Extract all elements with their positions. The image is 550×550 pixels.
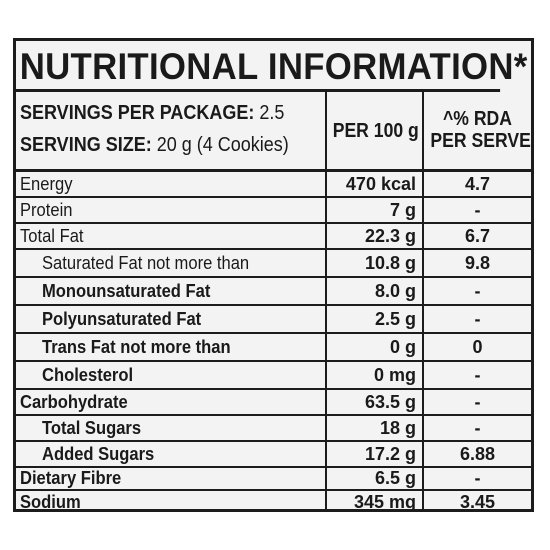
nutrient-label: Energy: [16, 172, 327, 196]
nutrient-rda-value: 6.7: [464, 225, 491, 246]
rda-heading-line2: PER SERVE: [430, 130, 531, 152]
nutrient-name: Polyunsaturated Fat: [42, 308, 202, 329]
nutrient-per100-value: 8.0 g: [327, 278, 424, 304]
servings-value: 2.5: [259, 102, 285, 124]
nutrient-name: Total Fat: [20, 225, 84, 246]
nutrient-rda-value: 0: [472, 336, 483, 357]
nutrient-rda-value: -: [474, 199, 481, 220]
nutrient-rda-value: 9.8: [464, 252, 491, 273]
nutrient-per100-value: 470 kcal: [327, 172, 424, 196]
serving-size: SERVING SIZE: 20 g (4 Cookies): [20, 133, 295, 157]
nutrient-rda-value: -: [474, 391, 481, 412]
col-header-per100: PER 100 g: [327, 92, 424, 169]
nutrient-per100-value: 63.5 g: [327, 390, 424, 414]
col-header-rda: ^% RDA PER SERVE: [424, 92, 531, 169]
nutrient-row: Trans Fat not more than 0 g 0: [16, 334, 531, 362]
nutrient-per100-value: 0 g: [327, 334, 424, 360]
serving-size-label: SERVING SIZE:: [20, 134, 152, 156]
nutrient-per100-value: 10.8 g: [327, 250, 424, 276]
rda-heading-line1: ^% RDA: [443, 108, 512, 130]
nutrient-label: Cholesterol: [16, 362, 327, 388]
nutrient-table: Energy 470 kcal 4.7 Protein 7 g - Total Fat 22.…: [16, 172, 531, 512]
servings-per-package: SERVINGS PER PACKAGE: 2.5: [20, 101, 295, 125]
nutrient-label: Carbohydrate: [16, 390, 327, 414]
nutrient-per100-value: 345 mg: [327, 491, 424, 509]
label-header: SERVINGS PER PACKAGE: 2.5 SERVING SIZE: …: [16, 92, 531, 172]
nutrient-label: Protein: [16, 198, 327, 222]
nutrient-name: Saturated Fat not more than: [42, 252, 250, 273]
nutrient-row: Monounsaturated Fat 8.0 g -: [16, 278, 531, 306]
nutrient-name: Monounsaturated Fat: [42, 280, 211, 301]
nutrient-per100-value: 22.3 g: [327, 224, 424, 248]
nutrient-row: Sodium 345 mg 3.45: [16, 491, 531, 512]
nutrient-per100-value: 18 g: [327, 416, 424, 440]
nutrient-rda-value: -: [474, 280, 481, 301]
nutrient-name: Carbohydrate: [20, 391, 128, 412]
nutrient-row: Added Sugars 17.2 g 6.88: [16, 442, 531, 468]
nutrient-per100-value: 7 g: [327, 198, 424, 222]
nutrient-name: Total Sugars: [42, 417, 142, 438]
nutrient-row: Dietary Fibre 6.5 g -: [16, 468, 531, 491]
nutrient-per100-value: 6.5 g: [327, 468, 424, 489]
nutrient-name: Added Sugars: [42, 443, 155, 464]
nutrient-name: Dietary Fibre: [20, 468, 122, 488]
nutrient-name: Energy: [20, 173, 73, 194]
nutrient-rda-value: -: [474, 417, 481, 438]
nutrient-name: Protein: [20, 199, 73, 220]
nutrient-label: Added Sugars: [16, 442, 327, 466]
nutrient-label: Polyunsaturated Fat: [16, 306, 327, 332]
label-title: NUTRITIONAL INFORMATION*: [16, 41, 527, 92]
nutrient-rda-value: 4.7: [464, 173, 491, 194]
serving-info: SERVINGS PER PACKAGE: 2.5 SERVING SIZE: …: [16, 92, 327, 169]
nutrient-label: Monounsaturated Fat: [16, 278, 327, 304]
serving-size-value: 20 g (4 Cookies): [156, 134, 289, 156]
nutrient-label: Sodium: [16, 491, 327, 512]
nutrient-row: Polyunsaturated Fat 2.5 g -: [16, 306, 531, 334]
nutrient-row: Protein 7 g -: [16, 198, 531, 224]
nutrient-name: Trans Fat not more than: [42, 336, 231, 357]
nutrient-label: Total Fat: [16, 224, 327, 248]
nutrient-label: Dietary Fibre: [16, 468, 327, 489]
nutrient-per100-value: 17.2 g: [327, 442, 424, 466]
nutrient-name: Sodium: [20, 491, 81, 512]
nutrient-row: Total Sugars 18 g -: [16, 416, 531, 442]
nutrient-name: Cholesterol: [42, 364, 134, 385]
nutrient-per100-value: 0 mg: [327, 362, 424, 388]
nutrient-row: Energy 470 kcal 4.7: [16, 172, 531, 198]
nutrient-row: Carbohydrate 63.5 g -: [16, 390, 531, 416]
nutrient-label: Saturated Fat not more than: [16, 250, 327, 276]
nutrient-rda-value: 6.88: [459, 443, 496, 464]
nutrition-label: NUTRITIONAL INFORMATION* SERVINGS PER PA…: [13, 38, 534, 512]
nutrient-label: Trans Fat not more than: [16, 334, 327, 360]
servings-label: SERVINGS PER PACKAGE:: [20, 102, 255, 124]
nutrient-label: Total Sugars: [16, 416, 327, 440]
nutrient-rda-value: 3.45: [459, 491, 496, 512]
nutrient-rda-value: -: [474, 468, 481, 488]
nutrient-row: Total Fat 22.3 g 6.7: [16, 224, 531, 250]
nutrient-rda-value: -: [474, 364, 481, 385]
nutrient-rda-value: -: [474, 308, 481, 329]
nutrient-row: Cholesterol 0 mg -: [16, 362, 531, 390]
nutrient-per100-value: 2.5 g: [327, 306, 424, 332]
per100-heading: PER 100 g: [332, 120, 419, 142]
nutrient-row: Saturated Fat not more than 10.8 g 9.8: [16, 250, 531, 278]
